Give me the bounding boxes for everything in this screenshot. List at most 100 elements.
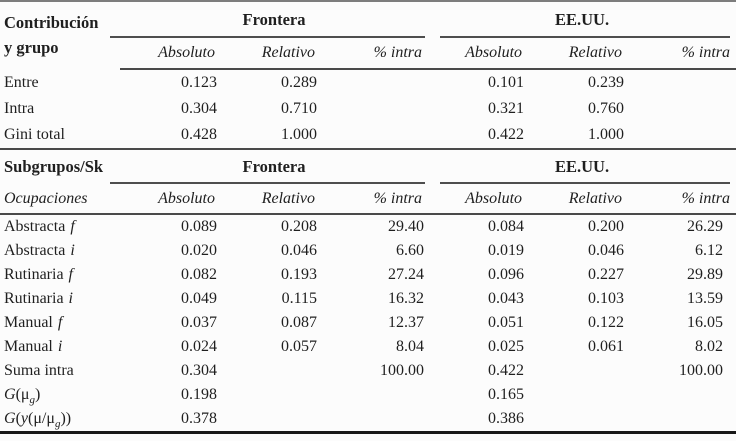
cell-value: 0.321 [488, 100, 525, 117]
frontera-spanner-rule [110, 182, 426, 184]
column-header-relativo: Relativo [528, 38, 629, 70]
table-row: Ocupaciones Absoluto Relativo % intra Ab… [0, 184, 736, 215]
cell-value: 0.082 [181, 266, 217, 283]
cell-value: 1.000 [221, 122, 321, 150]
math-symbol-y: y [20, 410, 28, 427]
occupation-name: Rutinaria [4, 290, 64, 307]
cell-value: 26.29 [687, 218, 724, 235]
row-label: Abstracta f [0, 214, 120, 239]
cell-value: 0.227 [588, 266, 625, 283]
row-header-ocupaciones: Ocupaciones [0, 184, 120, 215]
cell-value: 0.025 [488, 338, 525, 355]
group-header-frontera-label: Frontera [242, 10, 306, 29]
group-header-eeuu-label: EE.UU. [554, 10, 610, 29]
cell-value: 16.32 [388, 290, 425, 307]
column-header-absoluto: Absoluto [120, 184, 221, 215]
column-header-relativo: Relativo [221, 38, 321, 70]
row-label-g-y-mu: G(y(μ/μg)) [0, 407, 120, 433]
column-header-absoluto: Absoluto [120, 38, 221, 70]
column-header-pct-intra: % intra [628, 38, 736, 70]
cell-value: 29.40 [388, 218, 425, 235]
cell-value: 0.386 [488, 410, 525, 427]
cell-value [628, 407, 736, 433]
group-header-frontera-label: Frontera [242, 157, 306, 176]
table-row: Entre 0.123 0.289 0.101 0.239 [0, 69, 736, 96]
cell-value: 0.043 [488, 290, 525, 307]
row-label: Manual f [0, 311, 120, 335]
row-label: Manual i [0, 335, 120, 359]
row-label: Suma intra [0, 359, 120, 383]
cell-value: 1.000 [528, 122, 629, 150]
table-row: Abstracta i 0.020 0.046 6.60 0.019 0.046 … [0, 239, 736, 263]
math-symbol-G: G [4, 386, 16, 403]
group-header-eeuu: EE.UU. [428, 1, 736, 38]
cell-value: 0.304 [181, 100, 217, 117]
occupation-suffix: i [68, 290, 73, 307]
table-row: Intra 0.304 0.710 0.321 0.760 [0, 96, 736, 122]
group-header-frontera: Frontera [110, 1, 428, 38]
occupation-name: Manual [4, 338, 53, 355]
row-label: Gini total [0, 122, 120, 150]
occupation-suffix: i [70, 242, 75, 259]
cell-value: 0.378 [181, 410, 217, 427]
cell-value: 0.037 [181, 314, 217, 331]
cell-value [321, 383, 428, 407]
cell-value: 100.00 [380, 362, 425, 379]
row-label-text: Suma intra [4, 362, 74, 379]
cell-value [321, 122, 429, 150]
math-text: ) [34, 386, 41, 403]
cell-value: 27.24 [388, 266, 425, 283]
cell-value: 8.02 [695, 338, 724, 355]
column-header-pct-intra: % intra [628, 184, 736, 215]
cell-value [628, 69, 736, 96]
eeuu-spanner-rule [440, 36, 731, 38]
row-label: Rutinaria i [0, 287, 120, 311]
occupation-suffix: f [57, 314, 63, 331]
math-text: ( [15, 410, 21, 427]
cell-value: 0.096 [488, 266, 525, 283]
cell-value: 12.37 [388, 314, 425, 331]
cell-value: 0.123 [181, 74, 217, 91]
cell-value: 0.051 [488, 314, 525, 331]
table-row: Suma intra 0.304 100.00 0.422 100.00 [0, 359, 736, 383]
group-header-frontera: Frontera [110, 149, 428, 184]
cell-value: 8.04 [396, 338, 425, 355]
cell-value [321, 407, 428, 433]
cell-value: 0.165 [488, 386, 525, 403]
cell-value: 0.049 [181, 290, 217, 307]
group-header-eeuu: EE.UU. [428, 149, 736, 184]
cell-value: 0.428 [120, 122, 221, 150]
occupation-suffix: f [68, 266, 73, 283]
table-row: Abstracta f 0.089 0.208 29.40 0.084 0.200… [0, 214, 736, 239]
cell-value [221, 383, 321, 407]
cell-value: 16.05 [687, 314, 724, 331]
row-label: Entre [4, 73, 39, 91]
cell-value [528, 407, 628, 433]
occupation-name: Abstracta [4, 242, 66, 259]
eeuu-spanner-rule [440, 182, 731, 184]
cell-value [628, 122, 736, 150]
column-header-pct-intra: % intra [321, 38, 429, 70]
cell-value: 0.089 [181, 218, 217, 235]
column-header-absoluto: Absoluto [428, 38, 529, 70]
corner-header-subgrupos: Subgrupos/Sk [4, 156, 104, 176]
frontera-spanner-rule [110, 36, 426, 38]
cell-value: 0.710 [281, 100, 317, 117]
column-header-pct-intra: % intra [321, 184, 429, 215]
occupation-suffix: i [57, 338, 63, 355]
math-text: )) [60, 410, 72, 427]
cell-value: 0.422 [428, 122, 529, 150]
cell-value: 0.200 [588, 218, 625, 235]
cell-value: 0.024 [181, 338, 217, 355]
corner-header-contribucion: Contribución y grupo [0, 1, 120, 69]
cell-value: 0.020 [181, 242, 217, 259]
cell-value [628, 96, 736, 122]
cell-value: 0.057 [281, 338, 317, 355]
cell-value: 0.289 [281, 74, 317, 91]
cell-value: 0.208 [281, 218, 317, 235]
cell-value [221, 407, 321, 433]
cell-value: 13.59 [687, 290, 724, 307]
math-subscript-g: g [29, 394, 35, 407]
cell-value: 0.122 [588, 314, 625, 331]
